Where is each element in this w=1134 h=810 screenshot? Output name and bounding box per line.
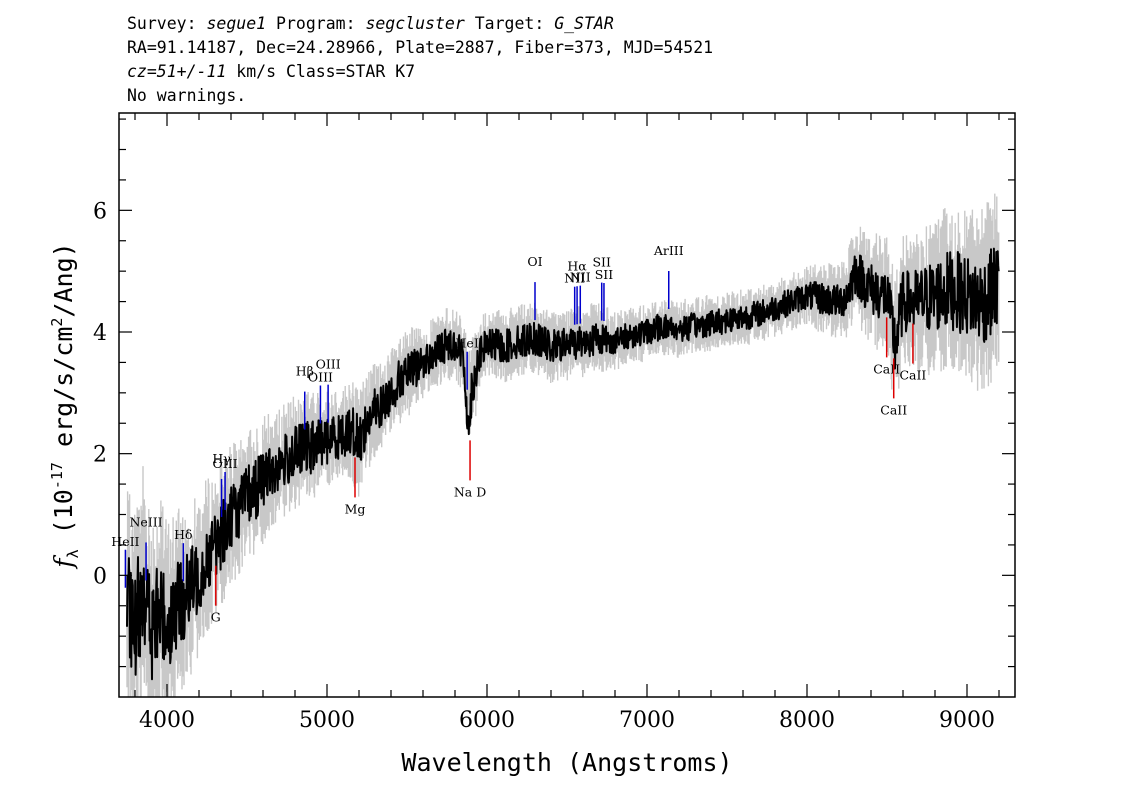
x-tick-label: 6000 (459, 708, 515, 733)
emission-label-h: Hβ (296, 364, 314, 379)
survey-label: Survey: (127, 14, 207, 33)
emission-label-nii: NII (564, 271, 585, 286)
y-tick-label: 0 (93, 564, 107, 589)
survey-value: segue1 (206, 14, 267, 33)
header-line-4: No warnings. (127, 86, 247, 105)
y-axis-title: fλ (10-17 erg/s/cm2/Ang) (48, 242, 82, 569)
y-tick-label: 4 (93, 321, 107, 346)
redshift-value: cz=51+/-11 (127, 62, 227, 81)
x-tick-label: 5000 (299, 708, 355, 733)
emission-label-oiii: OIII (316, 357, 341, 372)
emission-label-heii: HeII (111, 534, 139, 549)
axis-ticks-layer: 4000 5000 6000 7000 8000 9000 0 2 4 6 (93, 113, 1015, 733)
x-tick-label: 4000 (139, 708, 195, 733)
emission-label-sii: SII (595, 267, 614, 282)
absorption-label-caii: CaII (880, 402, 907, 417)
emission-label-h: Hδ (174, 527, 192, 542)
emission-label-oiii: OIII (308, 370, 333, 385)
y-tick-label: 2 (93, 443, 107, 468)
classification-text: km/s Class=STAR K7 (226, 62, 416, 81)
svg-text:fλ (10-17 erg/s/cm2/Ang): fλ (10-17 erg/s/cm2/Ang) (48, 242, 82, 569)
absorption-label-caii: CaII (899, 368, 926, 383)
emission-label-neiii: NeIII (129, 514, 162, 529)
emission-label-oiii: OIII (213, 456, 238, 471)
emission-label-h: Hγ (212, 451, 230, 466)
emission-label-ariii: ArIII (653, 243, 684, 258)
spectral-lines-layer: HeIINeIIIHδHγOIIIHβOIIIOIIIHeIOINIIHαNII… (111, 243, 926, 625)
x-tick-label: 7000 (619, 708, 675, 733)
program-label: Program: (266, 14, 366, 33)
plot-frame (118, 112, 1016, 698)
target-label: Target: (464, 14, 555, 33)
x-tick-label: 8000 (779, 708, 835, 733)
spectrum-header: Survey: segue1 Program: segcluster Targe… (127, 12, 713, 108)
header-line-3: cz=51+/-11 km/s Class=STAR K7 (127, 60, 713, 84)
y-tick-label: 6 (93, 199, 107, 224)
emission-label-nii: NII (570, 270, 591, 285)
program-value: segcluster (365, 14, 465, 33)
x-axis-title: Wavelength (Angstroms) (401, 748, 732, 777)
flux-layer (126, 247, 1000, 681)
absorption-label-na-d: Na D (454, 484, 486, 499)
header-line-2: RA=91.14187, Dec=24.28966, Plate=2887, F… (127, 38, 714, 57)
absorption-label-mg: Mg (345, 501, 366, 516)
emission-label-oi: OI (527, 254, 542, 269)
target-value: G_STAR (554, 14, 614, 33)
emission-label-h: Hα (567, 258, 587, 273)
emission-label-hei: HeI (456, 336, 479, 351)
absorption-label-caii: CaII (873, 361, 900, 376)
absorption-label-g: G (211, 610, 221, 625)
flux-line (126, 247, 1000, 681)
emission-label-sii: SII (592, 255, 611, 270)
header-line-1: Survey: segue1 Program: segcluster Targe… (127, 12, 713, 36)
x-tick-label: 9000 (939, 708, 995, 733)
